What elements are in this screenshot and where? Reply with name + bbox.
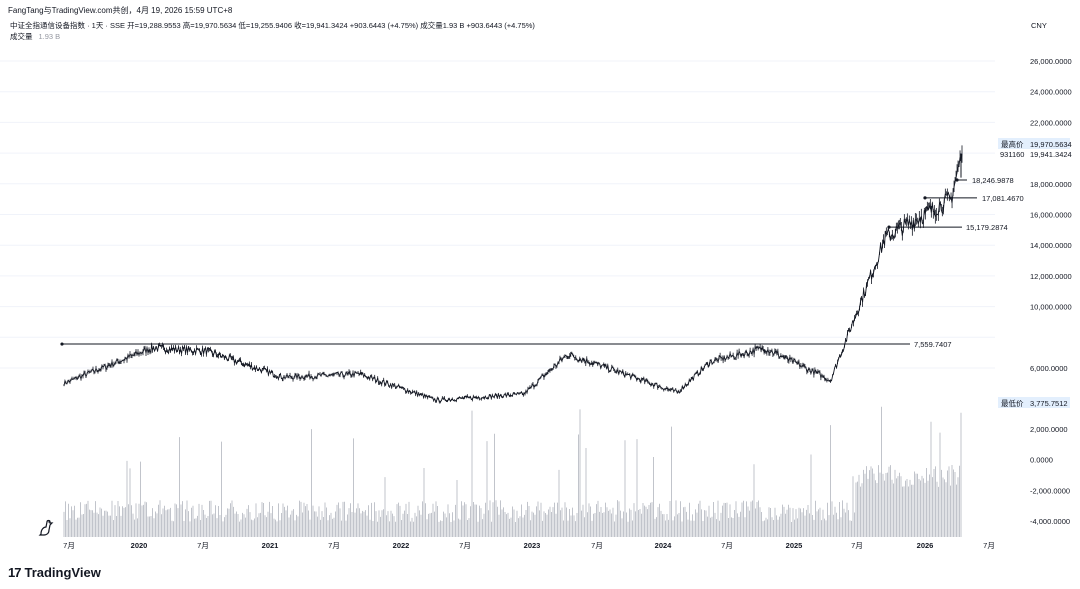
volume-legend: 成交量 1.93 B	[10, 31, 60, 42]
countdown-label: 931160	[1000, 150, 1024, 159]
horizontal-line-label: 15,179.2874	[966, 223, 1008, 232]
time-axis-label: 2021	[262, 541, 279, 550]
time-axis-label: 7月	[721, 541, 733, 550]
volume-tick-label: 0.0000	[1030, 456, 1053, 465]
price-tick-label: 16,000.0000	[1030, 211, 1072, 220]
volume-tick-label: -2,000.0000	[1030, 486, 1070, 495]
price-tick-label: 12,000.0000	[1030, 272, 1072, 281]
horizontal-line-label: 17,081.4670	[982, 194, 1024, 203]
tradingview-logo-icon: 17	[8, 565, 22, 580]
price-tick-label: 24,000.0000	[1030, 88, 1072, 97]
low-badge	[998, 397, 1070, 408]
brand-name: TradingView	[24, 565, 101, 580]
volume-label: 成交量	[10, 32, 33, 41]
currency-label: CNY	[1031, 21, 1047, 30]
time-axis-label: 7月	[63, 541, 75, 550]
price-tick-label: 10,000.0000	[1030, 303, 1072, 312]
line-anchor-dot	[60, 342, 64, 346]
share-caption: FangTang与TradingView.com共创，4月 19, 2026 1…	[8, 6, 233, 15]
time-axis-label: 2026	[917, 541, 934, 550]
line-anchor-dot	[923, 196, 927, 200]
time-axis-label: 7月	[328, 541, 340, 550]
time-axis-label: 2025	[786, 541, 803, 550]
price-tick-label: 14,000.0000	[1030, 241, 1072, 250]
dino-icon	[38, 519, 54, 536]
low-badge-label: 最低价	[1001, 398, 1024, 408]
horizontal-line-label: 7,559.7407	[914, 340, 952, 349]
price-tick-label: 6,000.0000	[1030, 364, 1068, 373]
time-axis-label: 7月	[851, 541, 863, 550]
price-tick-label: 26,000.0000	[1030, 57, 1072, 66]
price-chart[interactable]: 26,000.0000 24,000.0000 22,000.0000 18,000.…	[0, 0, 1080, 560]
line-anchor-dot	[887, 225, 891, 229]
high-badge	[998, 138, 1070, 149]
time-axis-label: 7月	[459, 541, 471, 550]
price-tick-label: 18,000.0000	[1030, 180, 1072, 189]
volume-tick-label: -4,000.0000	[1030, 517, 1070, 526]
time-axis-label: 7月	[197, 541, 209, 550]
high-badge-value: 19,970.5634	[1030, 140, 1072, 149]
time-axis-label: 2023	[524, 541, 541, 550]
volume-value: 1.93 B	[38, 32, 61, 41]
time-axis-label: 2020	[131, 541, 148, 550]
horizontal-line-label: 18,246.9878	[972, 176, 1014, 185]
price-tick-label: 22,000.0000	[1030, 118, 1072, 127]
symbol-legend: 中证全指通信设备指数 · 1天 · SSE 开=19,288.9553 高=19…	[10, 21, 535, 30]
line-anchor-dot	[955, 178, 959, 182]
high-badge-label: 最高价	[1001, 139, 1024, 149]
volume-tick-label: 2,000.0000	[1030, 425, 1068, 434]
time-axis-label: 7月	[983, 541, 995, 550]
price-line	[63, 153, 963, 403]
time-axis-label: 7月	[591, 541, 603, 550]
time-axis-label: 2024	[655, 541, 673, 550]
low-badge-value: 3,775.7512	[1030, 399, 1068, 408]
time-axis-label: 2022	[393, 541, 410, 550]
tradingview-brand[interactable]: 17 TradingView	[8, 565, 101, 580]
last-price-label: 19,941.3424	[1030, 150, 1072, 159]
